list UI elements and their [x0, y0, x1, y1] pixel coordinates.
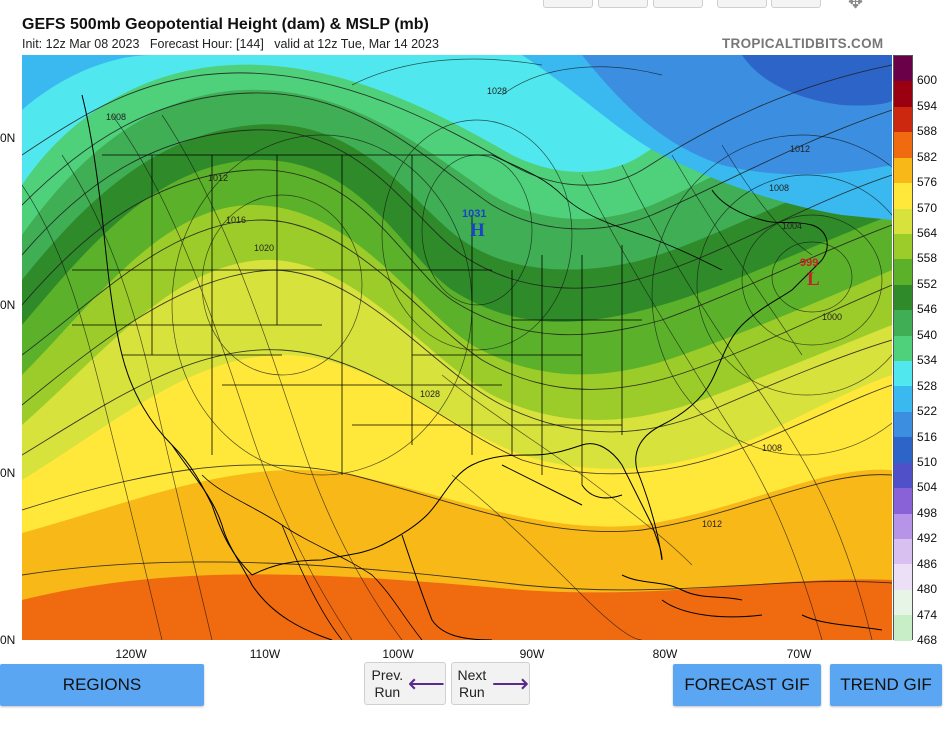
- arrow-left-icon: ⟵: [407, 668, 445, 698]
- isobar-label: 1004: [782, 221, 803, 231]
- isobar-label: 1016: [226, 215, 247, 225]
- color-legend-label: 540: [917, 327, 938, 342]
- lon-label: 90W: [519, 647, 545, 661]
- color-legend-label: 498: [917, 505, 938, 520]
- isobar-label: 1020: [254, 243, 275, 253]
- map-canvas: [22, 55, 892, 640]
- lat-label: 0N: [0, 466, 16, 480]
- isobar-label: 1000: [822, 312, 843, 322]
- low-pressure-value: 999: [800, 257, 819, 269]
- color-legend-label: 480: [917, 582, 938, 597]
- arrow-right-icon: ⟶: [491, 668, 529, 698]
- forecast-gif-button[interactable]: FORECAST GIF: [673, 664, 821, 706]
- color-legend-label: 492: [917, 531, 938, 546]
- color-legend-cell: [894, 81, 912, 107]
- color-legend-cell: [894, 462, 912, 489]
- prev-run-label-line2: Run: [374, 683, 401, 700]
- isobar-label: 1012: [702, 519, 723, 529]
- isobar-label: 1012: [208, 173, 229, 183]
- color-legend-cell: [894, 589, 912, 616]
- high-pressure-marker: H: [470, 220, 485, 241]
- trend-gif-button[interactable]: TREND GIF: [830, 664, 942, 706]
- map-subtitle: Init: 12z Mar 08 2023 Forecast Hour: [14…: [22, 37, 439, 51]
- isobar-label: 1028: [420, 389, 441, 399]
- color-legend-label: 558: [917, 251, 938, 266]
- color-legend: [893, 55, 913, 641]
- color-legend-cell: [894, 411, 912, 438]
- color-legend-cell: [894, 361, 912, 387]
- toolbar-button[interactable]: [543, 0, 593, 8]
- color-legend-label: 588: [917, 124, 938, 139]
- color-legend-cell: [894, 437, 912, 463]
- color-legend-cell: [894, 183, 912, 209]
- color-legend-label: 504: [917, 480, 938, 495]
- isobar-label: 1028: [487, 86, 508, 96]
- isobar-label: 1008: [769, 183, 790, 193]
- color-legend-cell: [894, 513, 912, 540]
- toolbar-button[interactable]: [653, 0, 703, 8]
- color-legend-cell: [894, 208, 912, 234]
- next-run-label-line2: Run: [459, 683, 485, 700]
- color-legend-label: 582: [917, 149, 938, 164]
- weather-map: 1008 1028 1012 1016 1020 1028 1012 1008 …: [22, 55, 892, 640]
- color-legend-cell: [894, 106, 912, 133]
- prev-run-button[interactable]: Prev. Run ⟵: [364, 662, 446, 705]
- color-legend-cell: [894, 157, 912, 184]
- toolbar-button[interactable]: [598, 0, 648, 8]
- next-run-button[interactable]: Next Run ⟶: [451, 662, 530, 705]
- low-pressure-marker: L: [807, 269, 820, 290]
- color-legend-label: 576: [917, 175, 938, 190]
- lon-label: 110W: [249, 647, 281, 661]
- color-legend-cell: [894, 539, 912, 565]
- color-legend-cell: [894, 310, 912, 336]
- color-legend-label: 546: [917, 302, 938, 317]
- lat-label: 0N: [0, 633, 16, 647]
- lon-label: 120W: [115, 647, 147, 661]
- color-legend-label: 534: [917, 353, 938, 368]
- color-legend-label: 474: [917, 607, 938, 622]
- prev-run-label-line1: Prev.: [371, 666, 404, 683]
- color-legend-label: 486: [917, 556, 938, 571]
- color-legend-label: 552: [917, 276, 938, 291]
- color-legend-cell: [894, 233, 912, 260]
- color-legend-cell: [894, 259, 912, 285]
- lon-label: 70W: [786, 647, 812, 661]
- lon-label: 100W: [382, 647, 414, 661]
- color-legend-label: 468: [917, 633, 938, 647]
- color-legend-label: 528: [917, 378, 938, 393]
- color-legend-cell: [894, 335, 912, 362]
- site-credit: TROPICALTIDBITS.COM: [722, 36, 884, 51]
- high-pressure-value: 1031: [462, 208, 487, 220]
- regions-button[interactable]: REGIONS: [0, 664, 204, 706]
- color-legend-cell: [894, 615, 912, 641]
- color-legend-cell: [894, 56, 912, 82]
- lat-label: 0N: [0, 298, 16, 312]
- toolbar-button[interactable]: [717, 0, 767, 8]
- color-legend-cell: [894, 284, 912, 311]
- isobar-label: 1008: [106, 112, 127, 122]
- color-legend-label: 522: [917, 404, 938, 419]
- color-legend-label: 516: [917, 429, 938, 444]
- lon-label: 80W: [652, 647, 678, 661]
- color-legend-label: 570: [917, 200, 938, 215]
- color-legend-cell: [894, 488, 912, 514]
- color-legend-cell: [894, 386, 912, 412]
- color-legend-cell: [894, 132, 912, 158]
- isobar-label: 1012: [790, 144, 811, 154]
- color-legend-label: 600: [917, 73, 938, 88]
- next-run-label-line1: Next: [457, 666, 487, 683]
- lat-label: 0N: [0, 131, 16, 145]
- isobar-label: 1008: [762, 443, 783, 453]
- toolbar-button[interactable]: [771, 0, 821, 8]
- next-run-label: Next Run: [452, 667, 492, 701]
- color-legend-label: 594: [917, 98, 938, 113]
- color-legend-cell: [894, 564, 912, 590]
- prev-run-label: Prev. Run: [367, 667, 408, 701]
- settings-icon[interactable]: ✥: [848, 0, 864, 12]
- map-title: GEFS 500mb Geopotential Height (dam) & M…: [22, 16, 429, 33]
- color-legend-label: 510: [917, 454, 938, 469]
- color-legend-label: 564: [917, 226, 938, 241]
